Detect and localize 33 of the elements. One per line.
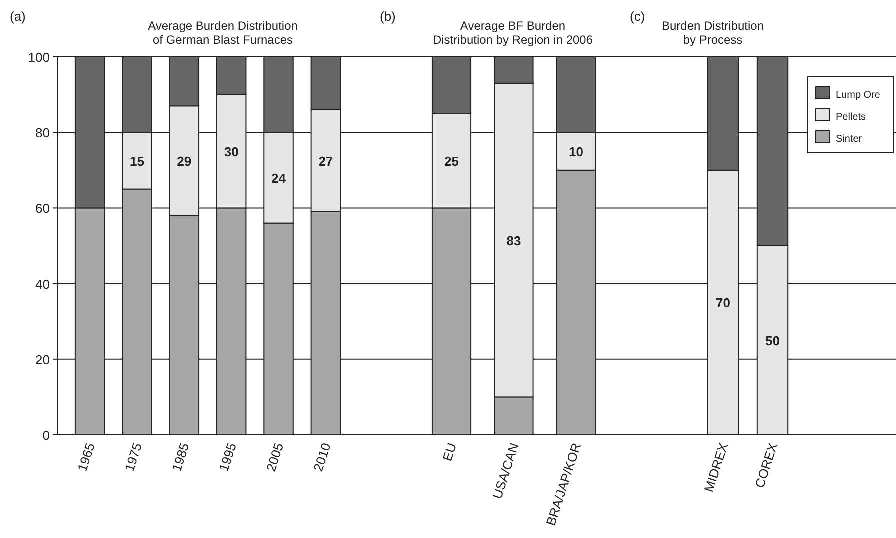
data-label: 24 — [272, 170, 287, 186]
y-tick-label: 80 — [36, 126, 50, 141]
x-tick-label: COREX — [752, 440, 781, 490]
y-tick-label: 60 — [36, 201, 50, 216]
chart-title: Burden Distribution by Process — [662, 19, 764, 47]
y-tick-label: 20 — [36, 352, 50, 368]
chart-title: Average BF Burden Distribution by Region in 2006 — [432, 19, 594, 47]
data-label: 70 — [716, 296, 730, 311]
data-label: 30 — [224, 144, 239, 160]
x-tick-label: 2005 — [263, 441, 287, 474]
data-label: 27 — [318, 154, 334, 169]
data-label: 15 — [130, 154, 144, 169]
chart-title: Average Burden Distribution of German Blast Furnaces — [148, 19, 298, 47]
y-tick-label: 0 — [42, 428, 50, 443]
x-tick-label: 1975 — [122, 441, 146, 474]
text: (c) — [630, 9, 646, 24]
x-tick-label: 1995 — [216, 441, 240, 474]
legend-label: Sinter — [836, 134, 863, 145]
data-label: 50 — [766, 334, 780, 348]
y-tick-label: 100 — [28, 50, 50, 65]
legend-label: Lump Ore — [836, 90, 881, 101]
data-label: 10 — [569, 144, 584, 160]
x-tick-label: EU — [440, 441, 460, 464]
legend-label: Pellets — [836, 112, 866, 123]
data-label: 29 — [177, 154, 192, 169]
text: (a) — [10, 9, 26, 24]
data-label: 25 — [444, 154, 459, 169]
y-tick-label: 40 — [36, 276, 50, 292]
x-tick-label: 1965 — [74, 441, 98, 474]
text: (b) — [380, 9, 396, 24]
data-label: 83 — [506, 233, 522, 248]
x-tick-label: 2010 — [310, 441, 334, 474]
x-tick-label: 1985 — [169, 441, 192, 474]
